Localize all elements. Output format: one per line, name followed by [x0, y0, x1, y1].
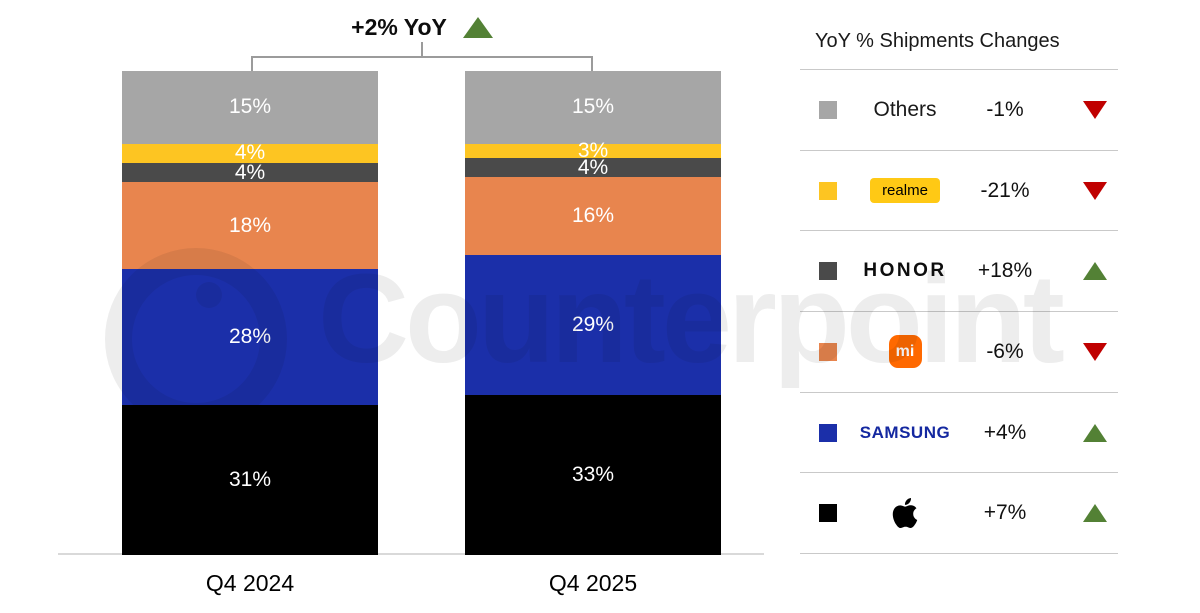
- bracket-line: [251, 56, 253, 71]
- bar-segment-others: 15%: [465, 71, 721, 144]
- segment-value-label: 3%: [577, 138, 609, 162]
- trend-zone: [1075, 100, 1115, 119]
- brand-zone-realme: realme: [845, 178, 965, 204]
- trend-zone: [1075, 262, 1115, 281]
- brand-zone-samsung: SAMSUNG: [845, 423, 965, 443]
- legend-swatch-honor: [819, 262, 837, 281]
- bar-segment-apple: 31%: [122, 404, 378, 555]
- segment-value-label: 4%: [234, 160, 266, 184]
- bar-segment-samsung: 28%: [122, 269, 378, 405]
- yoy-change-value-honor: +18%: [977, 259, 1033, 283]
- segment-value-label: 15%: [228, 95, 272, 119]
- legend-row-xiaomi: mi -6%: [800, 312, 1118, 393]
- bracket-line: [591, 56, 593, 71]
- trend-up-icon: [1083, 262, 1107, 281]
- bar-segment-xiaomi: 16%: [465, 177, 721, 255]
- yoy-total-label: +2% YoY: [351, 14, 447, 40]
- stacked-bar-q4-2025: 15% 3% 4% 16% 29% 33%: [465, 71, 721, 555]
- segment-value-label: 33%: [571, 463, 615, 487]
- yoy-change-value-samsung: +4%: [983, 420, 1027, 444]
- legend-row-apple: +7%: [800, 473, 1118, 555]
- bar-segment-apple: 33%: [465, 395, 721, 555]
- trend-zone: [1075, 181, 1115, 200]
- brand-zone-apple: [845, 495, 965, 531]
- segment-value-label: 4%: [234, 141, 266, 165]
- legend-row-honor: HONOR +18%: [800, 231, 1118, 313]
- bar-segment-others: 15%: [122, 71, 378, 144]
- bar-segment-realme: 3%: [465, 139, 721, 162]
- segment-value-label: 18%: [228, 213, 272, 237]
- trend-up-icon: [1083, 504, 1107, 523]
- segment-value-label: 16%: [571, 204, 615, 228]
- legend-rows: Others -1% realme -21% HONOR +18% mi -6% SAMSUNG…: [800, 70, 1118, 555]
- trend-down-icon: [1083, 100, 1107, 119]
- trend-down-icon: [1083, 181, 1107, 200]
- yoy-change-value-realme: -21%: [980, 178, 1030, 202]
- trend-zone: [1075, 423, 1115, 442]
- legend-swatch-others: [819, 100, 837, 119]
- legend-row-samsung: SAMSUNG +4%: [800, 393, 1118, 474]
- legend-swatch-xiaomi: [819, 342, 837, 361]
- yoy-up-arrow-icon: [462, 17, 493, 38]
- legend-swatch-apple: [819, 504, 837, 523]
- segment-value-label: 28%: [228, 325, 272, 349]
- yoy-change-value-xiaomi: -6%: [986, 339, 1024, 363]
- trend-down-icon: [1083, 342, 1107, 361]
- yoy-change-value-apple: +7%: [983, 501, 1027, 525]
- segment-value-label: 31%: [228, 467, 272, 491]
- bar-segment-samsung: 29%: [465, 254, 721, 396]
- legend-swatch-realme: [819, 181, 837, 200]
- xiaomi-mi-logo-icon: mi: [888, 335, 922, 369]
- legend: YoY % Shipments Changes Others -1% realme -…: [800, 0, 1118, 555]
- honor-wordmark: HONOR: [863, 260, 947, 282]
- legend-row-others: Others -1%: [800, 70, 1118, 151]
- legend-row-realme: realme -21%: [800, 151, 1118, 232]
- trend-zone: [1075, 504, 1115, 523]
- samsung-wordmark: SAMSUNG: [859, 422, 951, 442]
- segment-value-label: 29%: [571, 313, 615, 337]
- bracket-line: [251, 56, 593, 58]
- realme-logo: realme: [870, 178, 940, 204]
- segment-value-label: 15%: [571, 95, 615, 119]
- brand-zone-others: Others: [845, 98, 965, 122]
- x-axis-baseline: [58, 553, 764, 555]
- legend-swatch-samsung: [819, 423, 837, 442]
- brand-label-others: Others: [873, 97, 937, 121]
- bar-segment-honor: 4%: [122, 160, 378, 184]
- trend-up-icon: [1083, 423, 1107, 442]
- yoy-total-change: +2% YoY: [122, 14, 722, 41]
- legend-title: YoY % Shipments Changes: [800, 0, 1118, 70]
- brand-zone-honor: HONOR: [845, 260, 965, 282]
- segment-value-label: 4%: [577, 155, 609, 179]
- trend-zone: [1075, 342, 1115, 361]
- axis-label-q4-2024: Q4 2024: [205, 570, 295, 596]
- stacked-bar-q4-2024: 15% 4% 4% 18% 28% 31%: [122, 71, 378, 555]
- axis-label-q4-2025: Q4 2025: [548, 570, 638, 596]
- brand-zone-xiaomi: mi: [845, 335, 965, 369]
- bar-segment-realme: 4%: [122, 141, 378, 165]
- bar-segment-honor: 4%: [465, 155, 721, 179]
- yoy-change-value-others: -1%: [986, 97, 1024, 121]
- bracket-line: [421, 42, 423, 57]
- apple-logo-icon: [892, 498, 918, 529]
- bar-segment-xiaomi: 18%: [122, 182, 378, 270]
